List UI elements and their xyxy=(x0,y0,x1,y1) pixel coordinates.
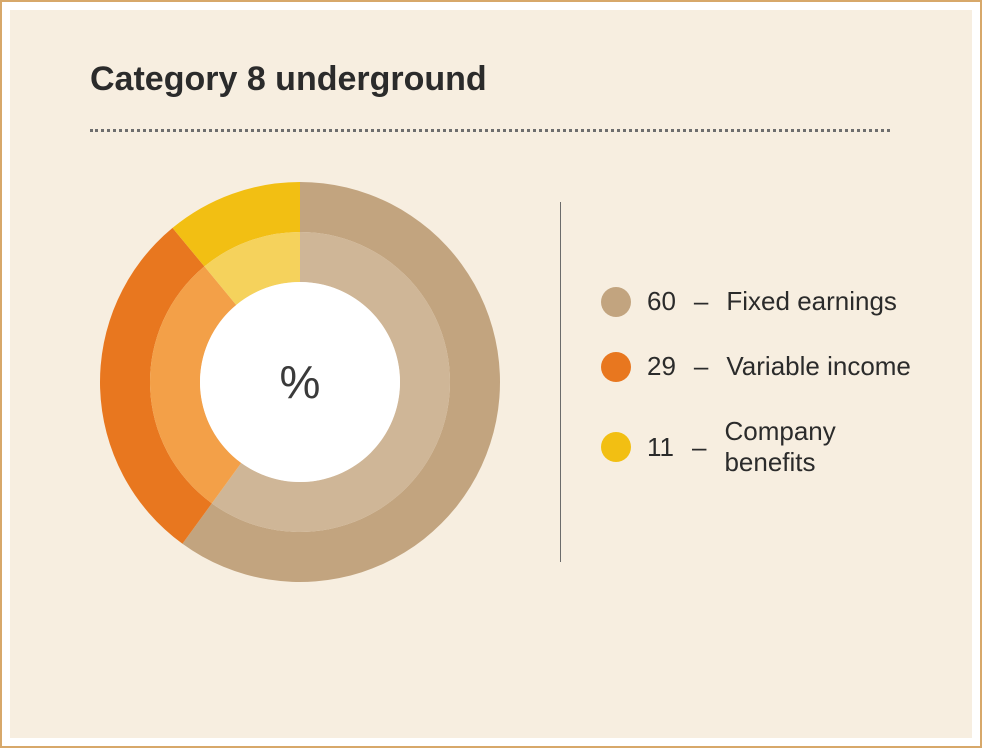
legend-swatch xyxy=(601,352,631,382)
legend-swatch xyxy=(601,432,631,462)
legend: 60–Fixed earnings29–Variable income11–Co… xyxy=(601,286,912,478)
legend-swatch xyxy=(601,287,631,317)
chart-frame: Category 8 underground % 60–Fixed earnin… xyxy=(0,0,982,748)
legend-divider xyxy=(560,202,561,562)
legend-label: Fixed earnings xyxy=(726,286,897,317)
legend-separator: – xyxy=(694,351,708,382)
legend-label: Company benefits xyxy=(724,416,912,478)
legend-item: 11–Company benefits xyxy=(601,416,912,478)
donut-chart: % xyxy=(90,172,510,592)
legend-item: 60–Fixed earnings xyxy=(601,286,912,317)
legend-value: 11 xyxy=(647,432,674,463)
donut-center-label: % xyxy=(280,355,321,409)
legend-separator: – xyxy=(692,432,706,463)
legend-value: 60 xyxy=(647,286,676,317)
dotted-separator xyxy=(90,129,890,132)
legend-separator: – xyxy=(694,286,708,317)
chart-title: Category 8 underground xyxy=(90,60,912,99)
legend-item: 29–Variable income xyxy=(601,351,912,382)
legend-label: Variable income xyxy=(726,351,911,382)
chart-panel: Category 8 underground % 60–Fixed earnin… xyxy=(10,10,972,738)
chart-content: % 60–Fixed earnings29–Variable income11–… xyxy=(90,172,912,592)
legend-value: 29 xyxy=(647,351,676,382)
